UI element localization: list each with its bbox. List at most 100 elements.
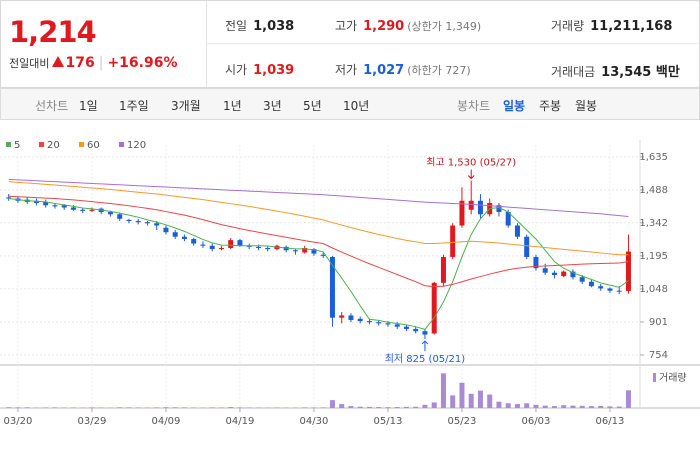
- candle-body: [320, 254, 326, 256]
- candle-body: [311, 249, 317, 254]
- volume-bar: [98, 407, 104, 408]
- candle-body: [440, 256, 446, 283]
- volume-bar: [117, 407, 123, 408]
- volume-bar: [533, 404, 539, 408]
- candle-body: [218, 247, 224, 250]
- change: 176: [65, 55, 95, 71]
- volume-bar: [218, 407, 224, 408]
- x-tick-label: 05/13: [374, 416, 403, 427]
- candle-body: [126, 219, 132, 222]
- period-button[interactable]: 1년: [223, 99, 242, 113]
- volume-bar: [625, 390, 631, 408]
- volume-bar: [246, 407, 252, 408]
- volume-bar: [237, 407, 243, 408]
- legend-swatch: [79, 142, 84, 147]
- candle-option[interactable]: 월봉: [575, 99, 598, 113]
- volume-bar: [348, 406, 354, 408]
- volume-bar: [366, 406, 372, 408]
- info-label: 시가: [225, 63, 248, 77]
- candle-body: [394, 324, 400, 327]
- chart-toolbar: 선차트 1일 1주일 3개월 1년 3년 5년 10년 봉차트 일봉 주봉 월봉: [0, 88, 700, 120]
- line-chart-label: 선차트: [35, 99, 69, 113]
- info-value: 1,038: [253, 19, 295, 34]
- volume-bar: [172, 407, 178, 408]
- candle-body: [542, 268, 548, 273]
- volume-bar: [607, 406, 613, 408]
- period-button[interactable]: 5년: [303, 99, 322, 113]
- candle-body: [265, 247, 271, 250]
- candle-body: [551, 272, 557, 275]
- legend-swatch: [6, 142, 11, 147]
- volume-bar: [154, 407, 160, 408]
- low-arrow: [421, 340, 429, 352]
- y-tick-label: 1,195: [639, 251, 668, 262]
- period-button[interactable]: 1일: [79, 99, 98, 113]
- x-tick-label: 03/20: [4, 416, 33, 427]
- high-arrow: [467, 169, 475, 180]
- volume-bar: [311, 407, 317, 408]
- candle-body: [524, 236, 530, 257]
- volume-bar: [588, 406, 594, 408]
- moving-average-line: [8, 181, 629, 256]
- candle-body: [598, 286, 604, 289]
- info-value: 1,290: [363, 19, 405, 34]
- period-button[interactable]: 3개월: [171, 99, 201, 113]
- volume-bar: [339, 404, 345, 408]
- candle-body: [579, 277, 585, 282]
- candle-body: [376, 322, 382, 324]
- up-icon: [52, 56, 65, 67]
- candle-body: [570, 271, 576, 278]
- volume-bar: [191, 407, 197, 408]
- candle-body: [237, 240, 243, 246]
- volume-bar: [385, 407, 391, 408]
- info-cell: 고가 1,290 (상한가 1,349): [335, 17, 481, 34]
- info-cell: 저가 1,027 (하한가 727): [335, 61, 471, 78]
- candle-body: [209, 245, 215, 250]
- info-label: 전일: [225, 19, 248, 33]
- y-tick-label: 1,488: [639, 185, 668, 196]
- candle-body: [477, 200, 483, 215]
- chart: 1,635 1,488 1,342 1,195 1,048 901 754 03/20 03/2…: [0, 120, 700, 450]
- moving-average-line: [8, 198, 629, 330]
- volume-bar: [422, 404, 428, 408]
- volume-bar: [376, 407, 382, 408]
- legend-swatch: [119, 142, 124, 147]
- period-button[interactable]: 10년: [343, 99, 370, 113]
- plot-background: [0, 120, 700, 450]
- legend-label: 120: [127, 140, 146, 151]
- info-value: 1,027: [363, 63, 405, 78]
- candle-body: [107, 212, 113, 215]
- period-button[interactable]: 3년: [263, 99, 282, 113]
- period-button[interactable]: 1주일: [119, 99, 149, 113]
- candle-body: [450, 225, 456, 257]
- volume-bar: [403, 406, 409, 408]
- info-value: 1,039: [253, 63, 295, 78]
- volume-bar: [505, 403, 511, 408]
- candle-body: [468, 200, 474, 210]
- volume-bar: [514, 404, 520, 408]
- change-label: 전일대비: [9, 57, 50, 70]
- current-price-box: 1,214 전일대비 176 | +16.96%: [1, 1, 207, 87]
- volume-bar: [468, 393, 474, 408]
- info-label: 거래량: [551, 19, 585, 33]
- candle-option[interactable]: 주봉: [539, 99, 562, 113]
- legend-label: 20: [47, 140, 60, 151]
- candle-body: [348, 315, 354, 320]
- candle-chart-label: 봉차트: [457, 99, 491, 113]
- x-tick-label: 06/13: [596, 416, 625, 427]
- volume-bar: [6, 407, 12, 408]
- volume-bar: [598, 405, 604, 408]
- y-tick-label: 901: [649, 317, 668, 328]
- chart-body: 1,635 1,488 1,342 1,195 1,048 901 754 03/20 03/2…: [0, 120, 700, 450]
- candle-option[interactable]: 일봉: [503, 99, 526, 113]
- info-extra: (하한가 727): [407, 64, 471, 77]
- separator: |: [98, 55, 104, 71]
- candle-body: [302, 247, 308, 253]
- info-label: 거래대금: [551, 65, 596, 79]
- legend-label: 60: [87, 140, 100, 151]
- candle-body: [403, 326, 409, 329]
- x-tick-label: 05/23: [448, 416, 477, 427]
- candle-body: [514, 225, 520, 237]
- candle-body: [228, 240, 234, 248]
